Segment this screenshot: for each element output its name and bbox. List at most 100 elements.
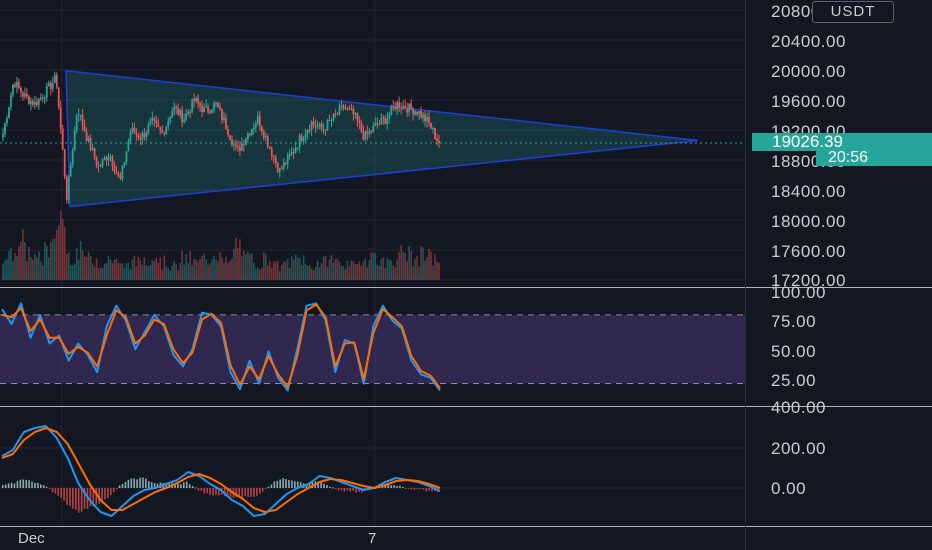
candle-body [107,156,110,161]
candle-body [63,149,66,177]
volume-bar [42,265,44,280]
candle-body [312,121,315,125]
volume-bar [346,260,349,280]
candle-body [151,118,154,121]
candle-body [95,157,98,165]
macd-histogram-bar [142,477,144,488]
volume-bar [388,259,391,280]
candle-body [215,102,217,104]
candle-body [197,97,200,103]
volume-bar [89,255,92,280]
volume-bar [418,266,420,280]
macd-histogram-bar [384,485,387,488]
candle-body [225,117,227,130]
macd-histogram-bar [89,488,92,507]
volume-bar [257,267,259,280]
date-tick-label: Dec [18,530,45,547]
macd-histogram-bar [101,488,103,503]
candle-body [292,152,295,154]
macd-axis-labels[interactable]: 400.00 200.00 0.00 [771,398,826,498]
macd-histogram-bar [346,488,349,491]
volume-bar [223,262,225,280]
candle-body [372,125,375,132]
candle-body [211,109,213,113]
macd-histogram-bar [238,488,241,498]
volume-bar [121,263,124,280]
macd-histogram-bar [291,480,293,488]
candle-body [33,101,36,106]
volume-bar [147,265,150,280]
candle-body [6,118,8,124]
volume-bar [145,265,148,280]
volume-bar [398,251,400,280]
candle-body [153,118,156,121]
volume-bar [414,258,416,280]
volume-bar [149,265,152,280]
candle-body [338,106,341,115]
volume-bar [137,256,140,280]
candle-body [103,157,106,160]
candle-body [213,102,215,110]
volume-bar [105,263,108,280]
volume-bar [370,252,373,280]
candle-body [181,110,184,123]
volume-bar [237,247,239,280]
macd-histogram-bar [7,483,10,488]
volume-bar [318,267,321,280]
candle-body [434,128,436,139]
macd-histogram-bar [419,488,422,489]
stochastic-axis-labels[interactable]: 100.00 75.00 50.00 25.00 [771,283,826,390]
volume-bar [438,263,440,280]
candle-body [416,111,419,115]
macd-histogram-bar [393,485,395,488]
macd-histogram-bar [218,488,220,496]
macd-histogram-bar [69,488,71,507]
candle-body [294,147,297,153]
volume-bar [253,262,255,280]
macd-histogram-bar [399,485,401,488]
macd-histogram-bar [212,488,214,496]
volume-bar [85,256,88,280]
macd-histogram-bar [110,488,112,496]
macd-histogram-bar [75,488,77,510]
candle-body [239,147,241,151]
quote-currency-button[interactable]: USDT [812,1,894,23]
volume-bar [45,245,48,280]
candle-body [195,97,198,101]
macd-histogram-bar [48,488,51,489]
volume-bar [103,263,106,280]
volume-bar [424,260,426,280]
macd-histogram-bar [54,488,57,494]
candle-body [187,111,190,114]
candle-body [237,146,239,148]
volume-bar [274,261,277,280]
volume-bar [143,257,146,280]
volume-bar [396,259,398,280]
macd-histogram-bar [95,488,98,505]
time-axis-labels[interactable]: Dec 7 [18,530,376,547]
macd-line [1,427,441,513]
macd-histogram-bar [273,481,276,488]
candle-body [378,123,381,125]
volume-bar [296,257,299,280]
volume-bar [338,261,341,280]
price-tick-label: 17600.00 [771,242,846,261]
volume-bar [34,254,36,280]
candle-body [141,133,144,140]
volume-bar [245,254,247,280]
macd-histogram-bar [407,488,410,489]
volume-bar [324,255,327,280]
macd-histogram-bar [133,478,135,488]
volume-bar [14,252,16,280]
symmetrical-triangle-drawing[interactable] [65,69,699,208]
price-axis-labels[interactable]: 20800.00 20400.00 20000.00 19600.00 1920… [771,2,846,290]
macd-histogram-bar [2,484,4,488]
volume-bar [288,268,291,280]
price-tick-label: 20400.00 [771,32,846,51]
volume-bar [332,262,335,280]
candle-body [97,164,100,167]
candle-body [27,96,30,104]
macd-histogram-bar [107,488,109,499]
candle-body [398,102,401,109]
